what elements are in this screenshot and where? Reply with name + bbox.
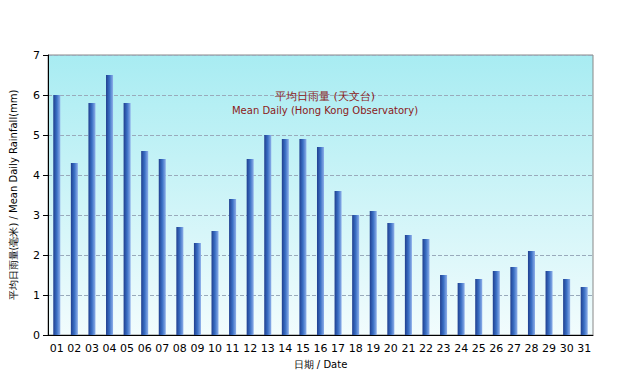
svg-text:03: 03 [85,342,99,355]
svg-text:29: 29 [542,342,556,355]
svg-text:平均日雨量(毫米) / Mean Daily Rainfal: 平均日雨量(毫米) / Mean Daily Rainfall(mm) [8,89,19,300]
svg-text:6: 6 [33,89,40,102]
svg-text:10: 10 [208,342,222,355]
svg-text:Mean Daily (Hong Kong Observat: Mean Daily (Hong Kong Observatory) [232,105,418,116]
svg-text:1: 1 [33,289,40,302]
svg-text:3: 3 [33,209,40,222]
svg-text:13: 13 [261,342,275,355]
svg-text:12: 12 [243,342,257,355]
svg-text:18: 18 [349,342,363,355]
svg-text:14: 14 [278,342,292,355]
svg-text:日期 / Date: 日期 / Date [294,359,348,370]
svg-text:01: 01 [50,342,64,355]
svg-text:21: 21 [401,342,415,355]
svg-text:26: 26 [489,342,503,355]
svg-text:7: 7 [33,49,40,62]
svg-text:05: 05 [120,342,134,355]
svg-text:24: 24 [454,342,468,355]
svg-text:07: 07 [155,342,169,355]
svg-text:04: 04 [103,342,117,355]
svg-text:02: 02 [67,342,81,355]
svg-text:15: 15 [296,342,310,355]
svg-text:19: 19 [366,342,380,355]
svg-text:31: 31 [577,342,591,355]
svg-text:23: 23 [437,342,451,355]
svg-text:09: 09 [190,342,204,355]
svg-text:28: 28 [524,342,538,355]
svg-text:11: 11 [226,342,240,355]
svg-text:30: 30 [560,342,574,355]
svg-text:平均日雨量 (天文台): 平均日雨量 (天文台) [275,90,375,103]
svg-text:25: 25 [472,342,486,355]
svg-text:4: 4 [33,169,40,182]
svg-text:2: 2 [33,249,40,262]
svg-text:16: 16 [314,342,328,355]
svg-text:06: 06 [138,342,152,355]
svg-text:5: 5 [33,129,40,142]
svg-text:08: 08 [173,342,187,355]
svg-text:17: 17 [331,342,345,355]
svg-text:22: 22 [419,342,433,355]
svg-text:27: 27 [507,342,521,355]
svg-text:0: 0 [33,329,40,342]
svg-text:20: 20 [384,342,398,355]
